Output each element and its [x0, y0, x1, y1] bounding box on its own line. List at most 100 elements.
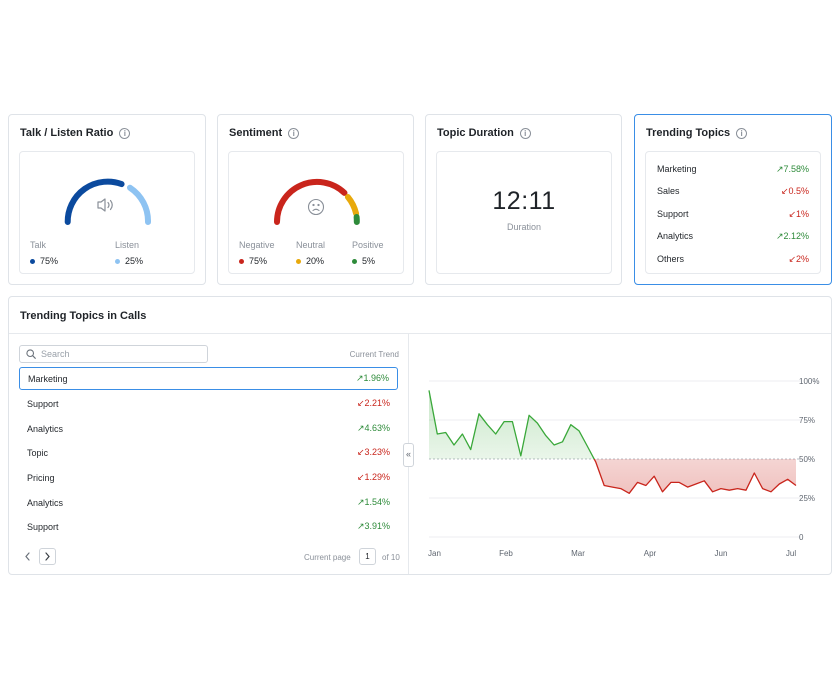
trending-topic-row[interactable]: Marketing ↗7.58%: [657, 164, 809, 175]
current-page-label: Current page: [304, 553, 351, 562]
talk-listen-title-wrap: Talk / Listen Ratio i: [20, 127, 131, 139]
topic-trend: ↗3.91%: [356, 521, 390, 531]
info-icon[interactable]: i: [736, 127, 748, 139]
divider: [9, 333, 831, 334]
topic-duration-title: Topic Duration: [437, 127, 514, 139]
positive-value: 5%: [362, 256, 376, 266]
trending-topics-title-wrap: Trending Topics i: [646, 127, 748, 139]
xtick-layer: Jan Feb Mar Apr Jun Jul: [428, 549, 796, 558]
trending-topic-name: Support: [657, 209, 689, 219]
duration-label: Duration: [506, 222, 542, 232]
y-tick-label: 75%: [799, 416, 815, 425]
info-icon[interactable]: i: [519, 127, 531, 139]
negative-value: 75%: [249, 256, 268, 266]
neutral-label: Neutral: [296, 240, 326, 250]
series-line-above: [428, 390, 595, 459]
talk-legend: Talk 75%: [30, 240, 58, 266]
info-icon[interactable]: i: [119, 127, 131, 139]
trending-calls-title: Trending Topics in Calls: [20, 310, 147, 322]
page-total-label: of 10: [382, 553, 400, 562]
next-page-button[interactable]: [39, 548, 56, 565]
trending-topic-row[interactable]: Support ↙1%: [657, 209, 809, 220]
positive-legend: Positive 5%: [352, 240, 384, 266]
neutral-arc: [344, 194, 360, 217]
x-tick-label: Jul: [786, 549, 796, 558]
topic-trend: ↗4.63%: [356, 423, 390, 433]
topic-duration-title-wrap: Topic Duration i: [437, 127, 531, 139]
topic-duration-card: Topic Duration i 12:11 Duration: [425, 114, 622, 285]
x-tick-label: Jun: [715, 549, 728, 558]
trending-topic-row[interactable]: Analytics ↗2.12%: [657, 231, 809, 242]
trending-topic-name: Analytics: [657, 231, 694, 241]
listen-legend: Listen 25%: [115, 240, 143, 266]
positive-dot: [352, 258, 357, 264]
neutral-dot: [296, 258, 301, 264]
topic-row[interactable]: Analytics ↗1.54%: [19, 491, 398, 514]
listen-label: Listen: [115, 240, 140, 250]
collapse-panel-button[interactable]: «: [403, 443, 414, 467]
negative-label: Negative: [239, 240, 275, 250]
trending-topics-card[interactable]: Trending Topics i Marketing ↗7.58% Sales…: [634, 114, 832, 285]
talk-listen-card: Talk / Listen Ratio i Talk 75% Listen 25…: [8, 114, 206, 285]
topic-name: Pricing: [27, 472, 55, 483]
topic-row[interactable]: Support ↙2.21%: [19, 392, 398, 415]
sentiment-gauge: [273, 178, 360, 225]
topic-row[interactable]: Pricing ↙1.29%: [19, 466, 398, 489]
y-tick-label: 25%: [799, 494, 815, 503]
current-trend-header: Current Trend: [349, 350, 399, 359]
trending-topic-name: Sales: [657, 186, 680, 196]
y-tick-label: 0: [799, 533, 804, 542]
trending-topic-row[interactable]: Sales ↙0.5%: [657, 186, 809, 197]
y-tick-label: 100%: [799, 377, 819, 386]
trending-topic-name: Marketing: [657, 164, 697, 174]
search-icon: [26, 349, 36, 359]
topic-name: Support: [27, 521, 59, 532]
topic-name: Support: [27, 398, 59, 409]
area-below-baseline: [429, 459, 796, 494]
talk-arc: [64, 178, 125, 225]
talk-listen-title: Talk / Listen Ratio: [20, 127, 114, 139]
positive-label: Positive: [352, 240, 384, 250]
topic-row[interactable]: Topic ↙3.23%: [19, 441, 398, 464]
trending-topic-trend: ↗7.58%: [775, 164, 809, 174]
line-layer: [428, 390, 797, 494]
listen-arc: [127, 184, 152, 225]
x-tick-label: Mar: [571, 549, 585, 558]
topic-duration-panel: 12:11 Duration: [436, 151, 612, 274]
topic-trend: ↙1.29%: [356, 472, 390, 482]
topic-row[interactable]: Support ↗3.91%: [19, 515, 398, 538]
info-icon[interactable]: i: [288, 127, 300, 139]
talk-label: Talk: [30, 240, 47, 250]
grid-layer: [429, 380, 801, 538]
talk-dot: [30, 258, 35, 264]
talk-listen-panel: Talk 75% Listen 25%: [19, 151, 195, 274]
negative-dot: [239, 258, 244, 264]
prev-page-button[interactable]: [19, 548, 36, 565]
ytick-layer: 100% 75% 50% 25% 0: [799, 377, 819, 542]
trending-topics-title: Trending Topics: [646, 127, 731, 139]
trending-topic-row[interactable]: Others ↙2%: [657, 254, 809, 265]
topic-trend: ↙2.21%: [356, 398, 390, 408]
neutral-legend: Neutral 20%: [296, 240, 325, 266]
topic-row[interactable]: Analytics ↗4.63%: [19, 417, 398, 440]
series-line-below: [593, 459, 797, 494]
trending-calls-panel: Trending Topics in Calls Current Trend M…: [8, 296, 832, 575]
topic-name: Analytics: [27, 423, 64, 434]
topic-trend: ↙3.23%: [356, 447, 390, 457]
topic-name: Marketing: [28, 373, 68, 384]
topic-trend: ↗1.96%: [355, 373, 389, 383]
listen-dot: [115, 258, 120, 264]
trending-topics-panel: Marketing ↗7.58% Sales ↙0.5% Support ↙1%…: [645, 151, 821, 274]
topic-row[interactable]: Marketing ↗1.96%: [19, 367, 398, 390]
neutral-value: 20%: [306, 256, 325, 266]
negative-arc: [273, 178, 348, 225]
x-tick-label: Apr: [644, 549, 657, 558]
listen-value: 25%: [125, 256, 144, 266]
page-number-input[interactable]: 1: [359, 548, 376, 565]
topic-name: Analytics: [27, 497, 64, 508]
trending-topic-trend: ↙0.5%: [780, 186, 809, 196]
search-input[interactable]: [41, 349, 191, 359]
area-layer: [429, 390, 796, 494]
negative-legend: Negative 75%: [239, 240, 275, 266]
sentiment-card: Sentiment i Negative 75% Neutral 20% Pos…: [217, 114, 414, 285]
